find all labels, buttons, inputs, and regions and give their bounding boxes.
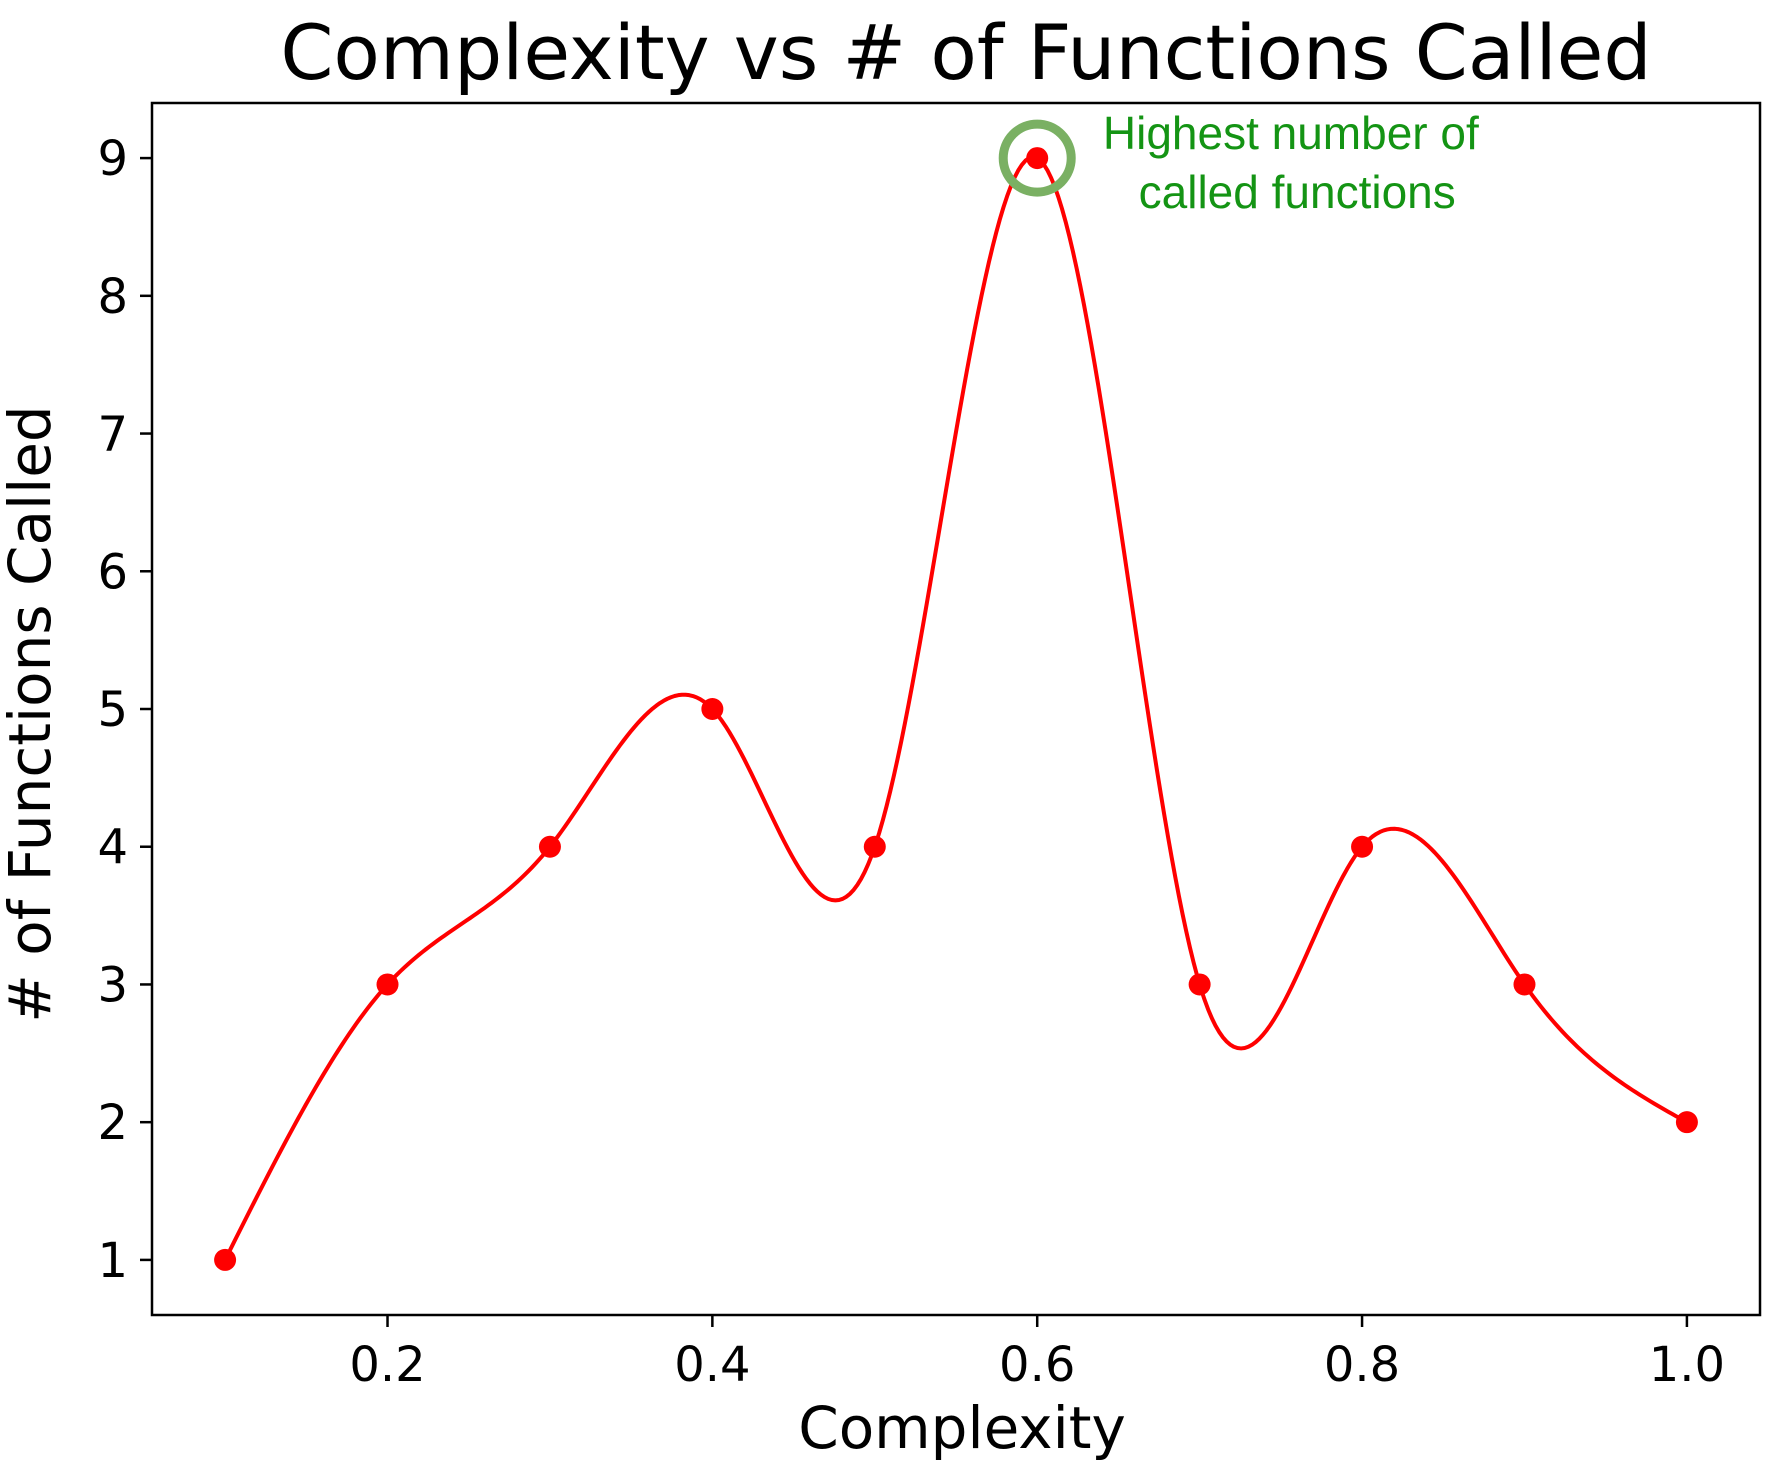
x-tick-label: 0.6 <box>999 1337 1075 1393</box>
x-tick-label: 0.4 <box>674 1337 750 1393</box>
data-point <box>863 835 886 858</box>
annotation-text: Highest number of called functions <box>1103 107 1492 218</box>
y-axis: 1 2 3 4 5 6 7 8 9 <box>97 131 152 1289</box>
annotation-highlight-circle <box>998 119 1076 197</box>
annotation-line-1: Highest number of <box>1103 107 1479 159</box>
data-point <box>376 973 399 996</box>
series-points <box>214 147 1698 1271</box>
y-tick-label: 9 <box>97 131 128 187</box>
annotation-line-2: called functions <box>1139 166 1456 218</box>
y-axis-label: # of Functions Called <box>0 405 64 1023</box>
y-tick-label: 6 <box>97 544 128 600</box>
x-tick-label: 0.8 <box>1324 1337 1400 1393</box>
x-tick-label: 0.2 <box>349 1337 425 1393</box>
data-point <box>1675 1111 1698 1134</box>
x-axis: 0.2 0.4 0.6 0.8 1.0 <box>349 1315 1725 1393</box>
y-tick-label: 1 <box>97 1233 128 1289</box>
data-point <box>1188 973 1211 996</box>
y-tick-label: 4 <box>97 820 128 876</box>
y-tick-label: 2 <box>97 1095 128 1151</box>
data-point <box>1513 973 1536 996</box>
y-tick-label: 8 <box>97 269 128 325</box>
data-point <box>701 698 724 720</box>
plot-area <box>150 101 1762 1317</box>
y-tick-label: 3 <box>97 957 128 1013</box>
y-tick-label: 5 <box>97 682 128 738</box>
data-point <box>1351 835 1374 858</box>
series-line <box>223 155 1688 1261</box>
x-axis-label: Complexity <box>798 1394 1126 1462</box>
data-point <box>214 1248 237 1271</box>
y-tick-label: 7 <box>97 407 128 463</box>
data-point <box>538 835 561 858</box>
data-point <box>1026 147 1049 170</box>
x-tick-label: 1.0 <box>1649 1337 1725 1393</box>
chart-title: Complexity vs # of Functions Called <box>280 8 1651 97</box>
